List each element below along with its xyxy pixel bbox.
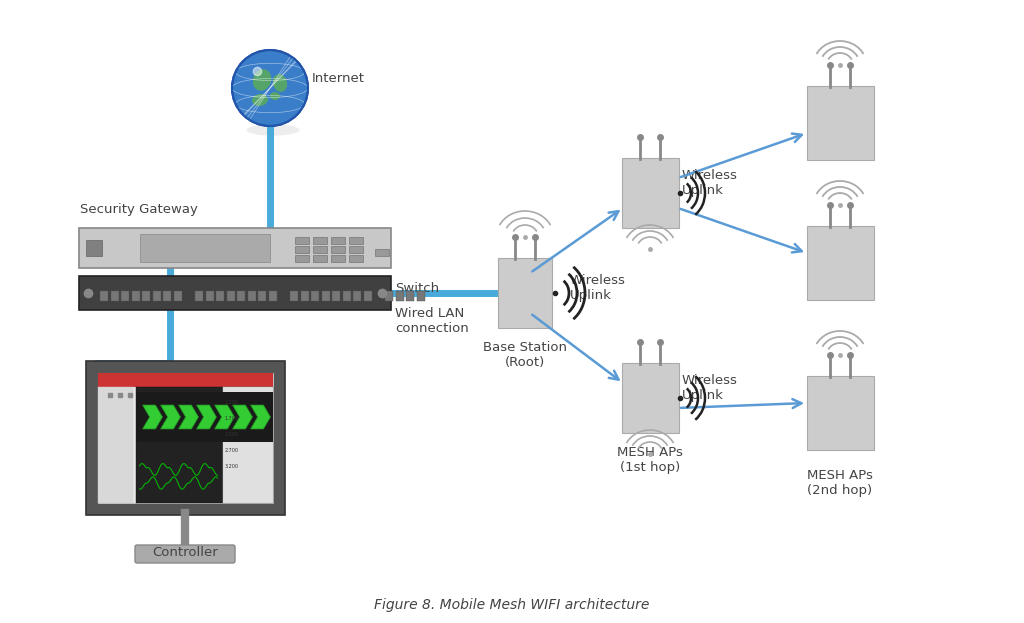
- FancyBboxPatch shape: [79, 276, 391, 310]
- Text: Internet: Internet: [312, 72, 365, 85]
- FancyBboxPatch shape: [86, 240, 102, 256]
- FancyBboxPatch shape: [331, 246, 345, 253]
- FancyBboxPatch shape: [163, 291, 171, 301]
- Polygon shape: [232, 405, 253, 429]
- Text: Wired LAN
connection: Wired LAN connection: [395, 307, 469, 335]
- FancyBboxPatch shape: [332, 291, 340, 301]
- FancyBboxPatch shape: [237, 291, 245, 301]
- FancyBboxPatch shape: [111, 291, 119, 301]
- FancyBboxPatch shape: [349, 237, 362, 244]
- FancyBboxPatch shape: [331, 255, 345, 262]
- Text: 2.200: 2.200: [224, 432, 239, 437]
- FancyBboxPatch shape: [385, 291, 393, 301]
- FancyBboxPatch shape: [417, 291, 425, 301]
- FancyBboxPatch shape: [222, 387, 272, 503]
- FancyBboxPatch shape: [173, 291, 181, 301]
- FancyBboxPatch shape: [97, 373, 272, 503]
- FancyBboxPatch shape: [121, 291, 129, 301]
- Polygon shape: [251, 405, 270, 429]
- Circle shape: [232, 50, 308, 126]
- Ellipse shape: [253, 69, 271, 91]
- Text: 3.200: 3.200: [224, 465, 239, 470]
- Text: Figure 8. Mobile Mesh WIFI architecture: Figure 8. Mobile Mesh WIFI architecture: [375, 598, 649, 612]
- Ellipse shape: [252, 94, 268, 106]
- Polygon shape: [197, 405, 216, 429]
- FancyBboxPatch shape: [135, 545, 234, 563]
- Ellipse shape: [272, 74, 287, 92]
- FancyBboxPatch shape: [622, 158, 679, 228]
- FancyBboxPatch shape: [135, 387, 272, 503]
- FancyBboxPatch shape: [349, 246, 362, 253]
- FancyBboxPatch shape: [206, 291, 213, 301]
- Text: 1.200: 1.200: [224, 401, 239, 406]
- Text: Wireless
Uplink: Wireless Uplink: [682, 374, 738, 402]
- FancyBboxPatch shape: [311, 291, 319, 301]
- Text: Security Gateway: Security Gateway: [80, 203, 198, 216]
- FancyBboxPatch shape: [395, 291, 403, 301]
- FancyBboxPatch shape: [322, 291, 330, 301]
- FancyBboxPatch shape: [364, 291, 372, 301]
- FancyBboxPatch shape: [375, 249, 389, 256]
- FancyBboxPatch shape: [248, 291, 256, 301]
- Ellipse shape: [247, 125, 300, 136]
- FancyBboxPatch shape: [331, 237, 345, 244]
- FancyBboxPatch shape: [85, 361, 285, 515]
- FancyBboxPatch shape: [807, 376, 873, 450]
- FancyBboxPatch shape: [313, 246, 327, 253]
- FancyBboxPatch shape: [295, 246, 309, 253]
- Text: Switch: Switch: [395, 282, 439, 295]
- FancyBboxPatch shape: [216, 291, 224, 301]
- FancyBboxPatch shape: [290, 291, 298, 301]
- FancyBboxPatch shape: [142, 291, 150, 301]
- Text: Wireless
Uplink: Wireless Uplink: [682, 169, 738, 197]
- Text: Base Station
(Root): Base Station (Root): [483, 341, 567, 369]
- Text: 2.700: 2.700: [224, 449, 239, 454]
- FancyBboxPatch shape: [226, 291, 234, 301]
- Polygon shape: [161, 405, 180, 429]
- Text: MESH APs
(2nd hop): MESH APs (2nd hop): [807, 469, 872, 497]
- FancyBboxPatch shape: [622, 363, 679, 433]
- FancyBboxPatch shape: [295, 255, 309, 262]
- FancyBboxPatch shape: [100, 291, 108, 301]
- FancyBboxPatch shape: [353, 291, 361, 301]
- Text: 1.700: 1.700: [224, 417, 239, 422]
- FancyBboxPatch shape: [295, 237, 309, 244]
- Text: MESH APs
(1st hop): MESH APs (1st hop): [617, 447, 683, 475]
- Text: Wireless
Uplink: Wireless Uplink: [570, 274, 626, 302]
- FancyBboxPatch shape: [97, 387, 132, 503]
- FancyBboxPatch shape: [135, 392, 272, 442]
- FancyBboxPatch shape: [498, 258, 552, 328]
- FancyBboxPatch shape: [300, 291, 308, 301]
- Polygon shape: [142, 405, 163, 429]
- Polygon shape: [178, 405, 199, 429]
- FancyBboxPatch shape: [97, 373, 272, 387]
- FancyBboxPatch shape: [807, 86, 873, 160]
- Ellipse shape: [270, 92, 280, 100]
- Text: Controller: Controller: [153, 546, 218, 559]
- FancyBboxPatch shape: [406, 291, 414, 301]
- Polygon shape: [214, 405, 234, 429]
- FancyBboxPatch shape: [313, 237, 327, 244]
- FancyBboxPatch shape: [79, 228, 391, 268]
- FancyBboxPatch shape: [131, 291, 139, 301]
- FancyBboxPatch shape: [342, 291, 350, 301]
- FancyBboxPatch shape: [195, 291, 203, 301]
- FancyBboxPatch shape: [349, 255, 362, 262]
- FancyBboxPatch shape: [313, 255, 327, 262]
- FancyBboxPatch shape: [268, 291, 276, 301]
- FancyBboxPatch shape: [140, 234, 270, 262]
- FancyBboxPatch shape: [258, 291, 266, 301]
- FancyBboxPatch shape: [153, 291, 161, 301]
- FancyBboxPatch shape: [807, 226, 873, 300]
